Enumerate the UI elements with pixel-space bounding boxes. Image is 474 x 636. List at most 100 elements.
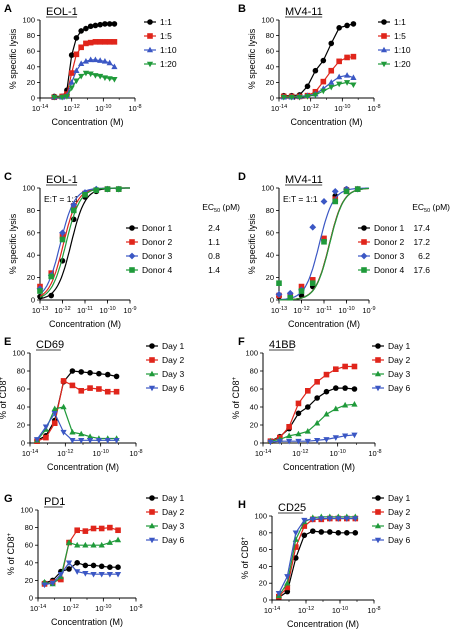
data-point: [59, 94, 66, 101]
data-point: [295, 430, 302, 437]
data-point: [104, 388, 111, 395]
panel-letter: E: [4, 336, 11, 348]
data-point: [332, 405, 339, 412]
data-point: [320, 57, 327, 64]
y-tick-label: 20: [25, 576, 33, 585]
chart-title: EOL-1: [46, 174, 78, 186]
x-axis-label: Concentration (M): [51, 617, 123, 627]
data-point: [69, 438, 76, 444]
data-point: [87, 39, 94, 46]
y-tick-label: 100: [245, 349, 258, 358]
y-tick-label: 60: [17, 385, 25, 394]
data-point: [78, 60, 85, 66]
data-point: [68, 79, 75, 85]
data-point: [69, 368, 76, 374]
x-tick-label: 10-10: [332, 606, 348, 615]
data-point: [335, 530, 342, 536]
series-line: [278, 517, 356, 594]
data-point: [87, 56, 94, 63]
y-tick-label: 20: [27, 78, 35, 87]
data-point: [309, 517, 316, 523]
series-donor-4: [276, 186, 370, 301]
legend-marker: [374, 537, 382, 544]
data-point: [96, 370, 102, 377]
data-point: [293, 544, 299, 550]
data-point: [336, 25, 342, 31]
legend-label: 1:20: [394, 59, 411, 69]
data-point: [106, 571, 113, 578]
chart-title: MV4-11: [285, 174, 323, 186]
x-tick-label: 10-14: [22, 449, 38, 458]
legend-label: Day 3: [162, 369, 184, 379]
data-point: [335, 516, 342, 522]
series-day-6: [275, 516, 359, 597]
data-point: [83, 25, 89, 32]
legend-marker: [148, 385, 156, 392]
data-point: [328, 84, 335, 91]
x-tick-label: 10-13: [271, 306, 287, 315]
data-point: [301, 517, 308, 524]
data-point: [106, 539, 113, 545]
x-tick-label: 10-10: [95, 604, 111, 613]
series-day-6: [33, 411, 120, 444]
series-1-1: [51, 21, 118, 100]
panel-letter: D: [238, 171, 246, 183]
data-point: [320, 78, 327, 85]
data-point: [90, 571, 97, 578]
x-tick-label: 10-10: [99, 306, 115, 315]
data-point: [66, 566, 72, 572]
panel-g: G PD1 0 20 40 60 80 100 10-14 10-12 10-10 10-8 Conce…: [4, 493, 184, 627]
data-point: [78, 369, 85, 375]
data-point: [354, 186, 361, 192]
data-point: [57, 571, 64, 578]
data-point: [102, 21, 108, 27]
data-point: [284, 574, 291, 580]
ratio-note: E:T = 1:1: [44, 194, 79, 204]
y-tick-label: 40: [25, 558, 33, 567]
legend-marker: [381, 33, 387, 39]
data-point: [287, 294, 294, 301]
legend-marker: [149, 343, 155, 349]
y-tick-label: 0: [254, 439, 258, 448]
data-point: [90, 562, 97, 569]
y-tick-label: 0: [270, 296, 274, 305]
data-point: [314, 379, 320, 385]
data-point: [350, 82, 357, 89]
y-tick-label: 80: [259, 528, 267, 537]
chart-title: EOL-1: [46, 6, 78, 18]
y-tick-label: 0: [31, 296, 35, 305]
data-point: [74, 569, 81, 575]
x-tick-label: 10-8: [128, 104, 141, 113]
y-tick-label: 60: [25, 541, 33, 550]
data-point: [98, 541, 105, 548]
data-point: [98, 563, 105, 570]
y-tick-label: 60: [266, 228, 274, 237]
data-point: [92, 39, 99, 45]
legend-label: Donor 3: [142, 251, 173, 261]
data-point: [342, 401, 349, 408]
data-point: [74, 541, 81, 548]
legend-marker: [149, 509, 155, 515]
data-point: [90, 525, 97, 532]
legend-marker: [381, 19, 387, 25]
series-day-6: [41, 560, 122, 589]
chart-title: MV4-11: [285, 6, 323, 18]
legend-marker: [380, 46, 388, 53]
x-tick-label: 10-10: [338, 306, 354, 315]
data-point: [298, 288, 305, 294]
y-tick-label: 80: [27, 206, 35, 215]
legend: Day 1 Day 2 Day 3 Day 6: [146, 341, 184, 393]
legend-label: Donor 3: [374, 251, 405, 261]
data-point: [82, 528, 89, 534]
legend-marker: [375, 509, 381, 515]
data-point: [106, 59, 113, 66]
legend-marker: [374, 522, 382, 529]
series-line: [44, 539, 119, 585]
y-tick-label: 100: [20, 506, 33, 515]
data-point: [82, 58, 90, 64]
data-point: [104, 186, 111, 192]
data-point: [102, 39, 108, 45]
x-axis-label: Concentration (M): [49, 319, 121, 329]
data-point: [342, 385, 348, 391]
data-point: [301, 532, 308, 539]
